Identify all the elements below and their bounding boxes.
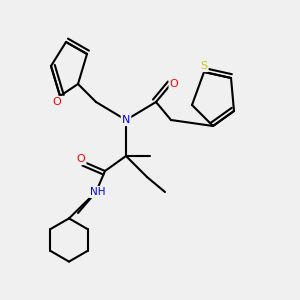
Text: O: O xyxy=(52,97,62,107)
Text: O: O xyxy=(76,154,85,164)
Text: N: N xyxy=(122,115,130,125)
Text: S: S xyxy=(200,61,208,71)
Text: NH: NH xyxy=(90,187,105,197)
Text: O: O xyxy=(169,79,178,89)
